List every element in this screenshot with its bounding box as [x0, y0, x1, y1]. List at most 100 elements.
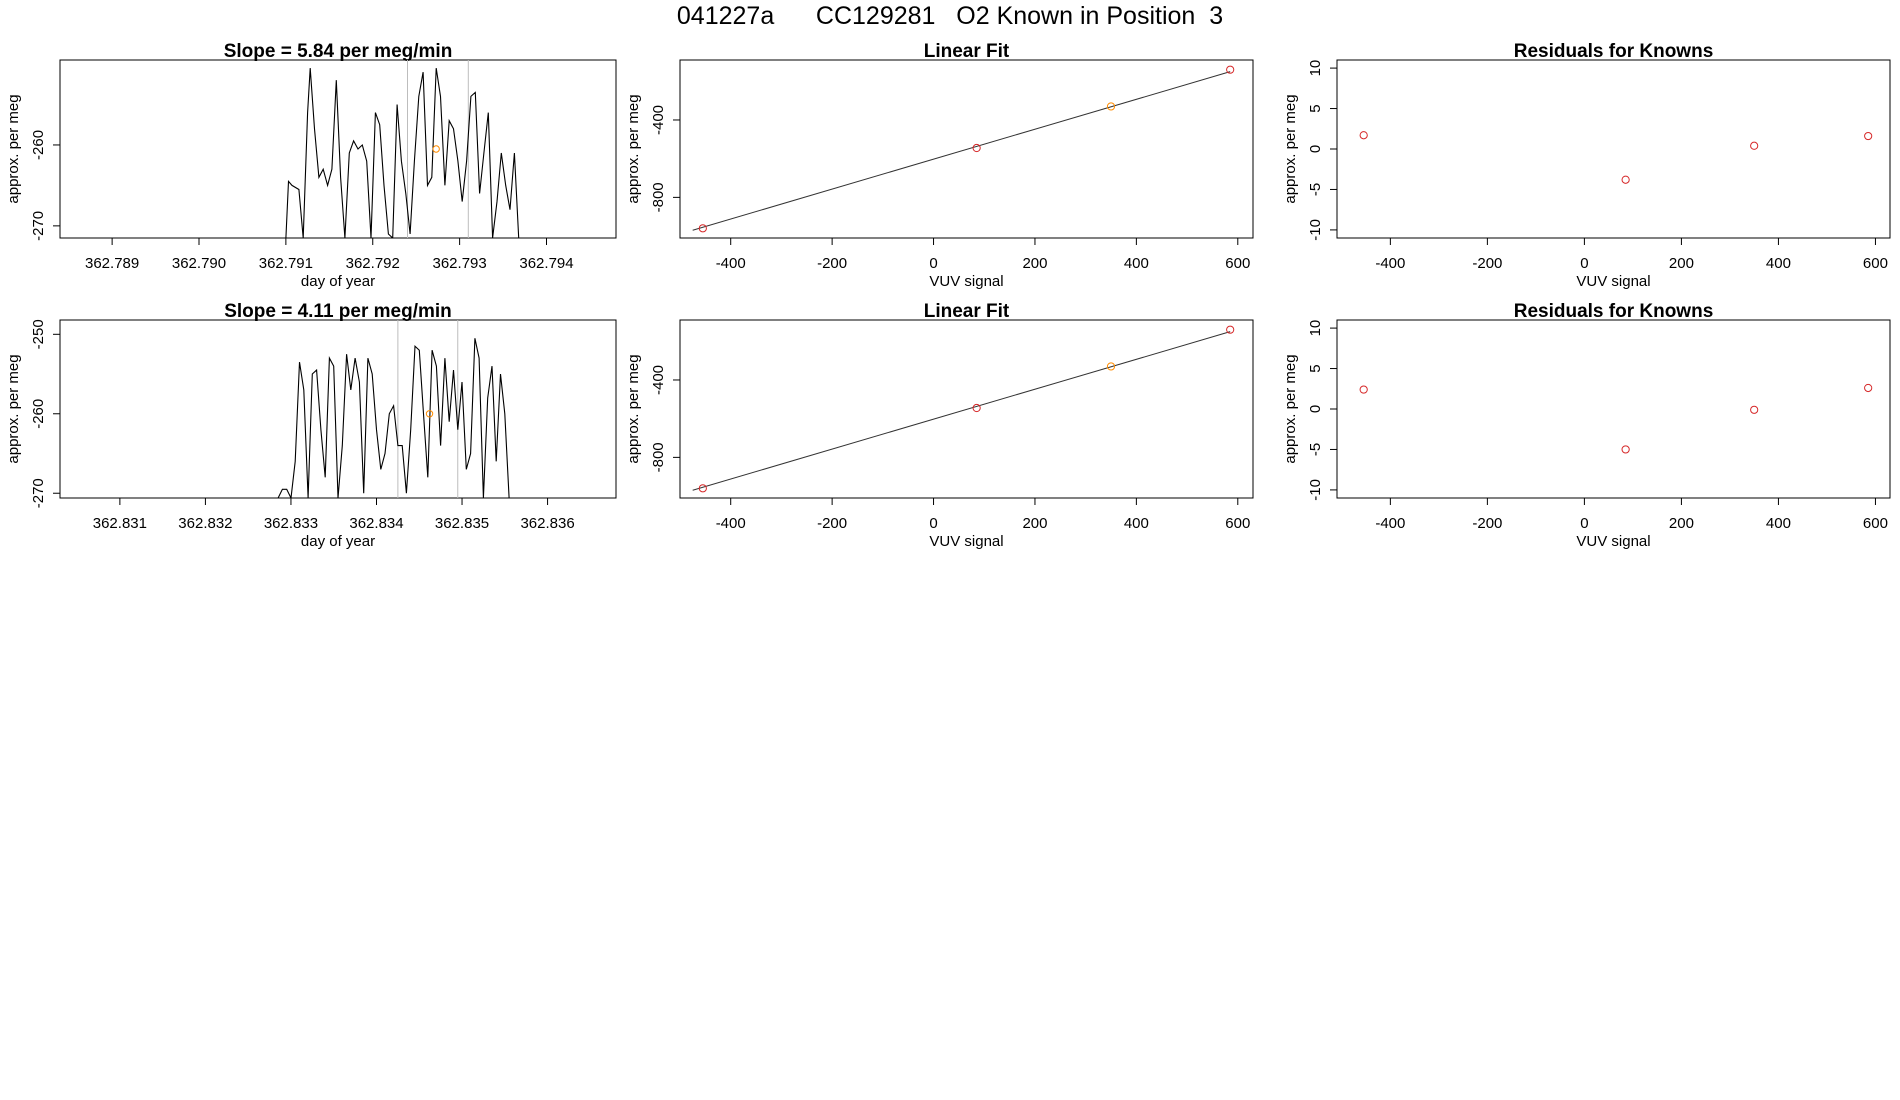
x-tick-label: 0 — [929, 515, 937, 532]
plot-title: Slope = 4.11 per meg/min — [224, 301, 452, 322]
x-tick-label: 400 — [1124, 515, 1149, 532]
y-tick-label: -260 — [30, 399, 47, 429]
data-point — [1750, 405, 1759, 414]
plot-title: Residuals for Knowns — [1514, 301, 1714, 322]
y-axis-label: approx. per meg — [5, 354, 22, 463]
x-tick-label: -200 — [817, 515, 847, 532]
chart-residuals-2: Residuals for Knowns -400 -200 0 200 400 600 10… — [1282, 301, 1891, 550]
y-tick-label: 0 — [1307, 145, 1324, 153]
y-axis-label: approx. per meg — [1282, 354, 1299, 463]
x-axis-label: day of year — [301, 533, 375, 550]
data-point — [1359, 385, 1368, 394]
plot-frame — [59, 319, 617, 499]
x-tick-label: 362.833 — [264, 515, 318, 532]
data-point — [1864, 131, 1873, 141]
run-id: 041227a — [676, 2, 775, 30]
chart-time-series-2: Slope = 4.11 per meg/min 362.831 362.832 36… — [5, 301, 617, 550]
y-tick-label: -400 — [650, 365, 667, 395]
x-tick-label: 400 — [1766, 255, 1791, 272]
y-tick-label: -400 — [650, 105, 667, 135]
series-line — [60, 68, 616, 238]
x-tick-label: 0 — [1580, 515, 1588, 532]
figure-description: O2 Known in Position 3 — [956, 2, 1224, 30]
plot-frame — [1336, 59, 1891, 239]
y-axis-label: approx. per meg — [625, 94, 642, 203]
plot-area — [692, 65, 1235, 233]
fit-line — [692, 71, 1231, 231]
plot-frame — [679, 59, 1254, 239]
plot-frame — [679, 319, 1254, 499]
x-tick-label: -400 — [716, 255, 746, 272]
x-tick-label: 200 — [1669, 255, 1694, 272]
y-tick-label: -5 — [1307, 183, 1324, 196]
x-axis-label: VUV signal — [929, 273, 1003, 290]
cylinder-id: CC129281 — [815, 2, 936, 30]
highlight-point — [1106, 102, 1116, 111]
x-axis-label: VUV signal — [1576, 533, 1650, 550]
y-tick-label: 0 — [1307, 405, 1324, 413]
plot-area — [1359, 383, 1873, 454]
y-tick-label: -10 — [1307, 219, 1324, 241]
highlight-point — [1106, 362, 1116, 371]
data-point — [1864, 383, 1873, 393]
x-tick-label: 362.831 — [93, 515, 147, 532]
y-axis-label: approx. per meg — [625, 354, 642, 463]
data-point — [1621, 445, 1630, 454]
chart-residuals-1: Residuals for Knowns -400 -200 0 200 400 600 10… — [1282, 41, 1891, 290]
x-tick-label: 362.836 — [520, 515, 574, 532]
x-tick-label: 0 — [1580, 255, 1588, 272]
x-tick-label: 200 — [1022, 255, 1047, 272]
data-point — [972, 143, 981, 153]
plot-frame — [1336, 319, 1891, 499]
data-point — [698, 484, 707, 493]
x-tick-label: 600 — [1225, 515, 1250, 532]
y-tick-label: 5 — [1307, 364, 1324, 372]
y-tick-label: 10 — [1307, 60, 1324, 77]
x-axis-label: day of year — [301, 273, 375, 290]
y-axis-label: approx. per meg — [5, 94, 22, 203]
x-tick-label: -400 — [716, 515, 746, 532]
chart-linear-fit-2: Linear Fit -400 -200 0 200 400 600 -400 -800 VUV … — [625, 301, 1254, 550]
y-tick-label: -800 — [650, 442, 667, 472]
y-tick-label: 10 — [1307, 320, 1324, 337]
y-tick-label: -800 — [650, 182, 667, 212]
chart-linear-fit-1: Linear Fit -400 -200 0 200 400 600 -400 -800 VUV … — [625, 41, 1254, 290]
plot-title: Linear Fit — [924, 41, 1010, 62]
data-point — [972, 403, 981, 413]
x-tick-label: -200 — [1472, 255, 1502, 272]
plot-frame — [59, 59, 617, 239]
x-tick-label: -400 — [1375, 255, 1405, 272]
x-tick-label: 362.789 — [85, 255, 139, 272]
data-point — [1359, 131, 1368, 140]
figure-title: 041227a CC129281 O2 Known in Position 3 — [0, 2, 1900, 31]
x-tick-label: 362.832 — [178, 515, 232, 532]
y-tick-label: -270 — [30, 478, 47, 508]
data-point — [698, 224, 707, 233]
x-tick-label: 362.794 — [519, 255, 573, 272]
data-point — [1621, 175, 1630, 184]
plot-area — [1359, 131, 1873, 184]
series-line — [60, 338, 616, 498]
x-tick-label: 362.835 — [435, 515, 489, 532]
x-tick-label: 362.790 — [172, 255, 226, 272]
chart-time-series-1: Slope = 5.84 per meg/min 362.789 362.790 36… — [5, 41, 617, 290]
data-point — [1750, 141, 1759, 150]
x-tick-label: 362.791 — [259, 255, 313, 272]
x-tick-label: 600 — [1225, 255, 1250, 272]
x-tick-label: 200 — [1669, 515, 1694, 532]
highlight-point — [425, 410, 434, 418]
x-tick-label: 362.834 — [349, 515, 403, 532]
data-point — [1226, 65, 1235, 74]
plot-area — [60, 60, 616, 238]
x-tick-label: -200 — [817, 255, 847, 272]
plot-area — [60, 320, 616, 498]
plot-title: Linear Fit — [924, 301, 1010, 322]
x-tick-label: 400 — [1766, 515, 1791, 532]
x-tick-label: 0 — [929, 255, 937, 272]
x-axis-label: VUV signal — [929, 533, 1003, 550]
x-tick-label: -400 — [1375, 515, 1405, 532]
x-tick-label: 400 — [1124, 255, 1149, 272]
y-tick-label: -5 — [1307, 443, 1324, 456]
y-tick-label: -10 — [1307, 479, 1324, 501]
